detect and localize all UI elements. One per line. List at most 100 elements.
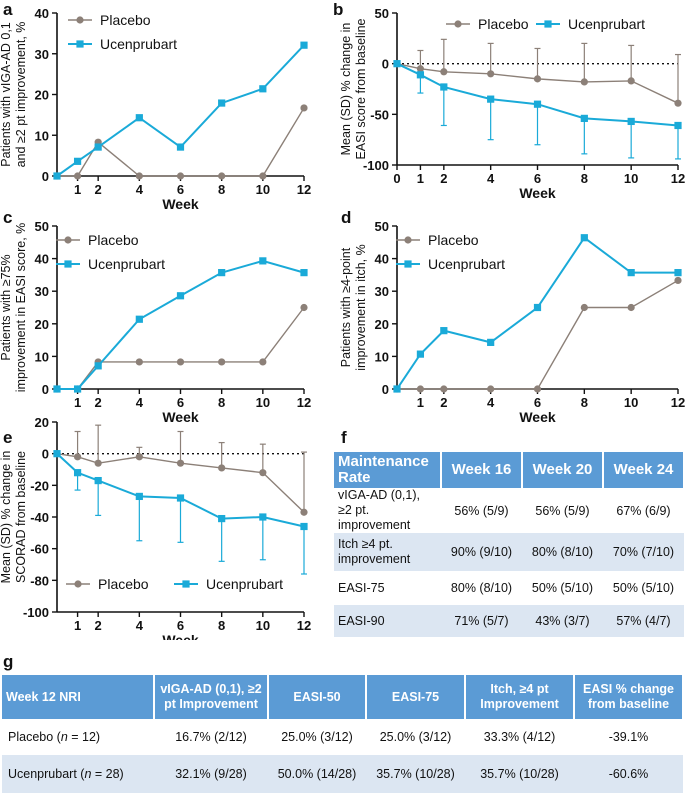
legend: Placebo Ucenprubart [56, 232, 165, 272]
x-tick-label: 2 [95, 182, 102, 197]
data-point [487, 70, 495, 78]
legend-marker [76, 16, 84, 24]
data-point [440, 327, 448, 335]
data-point [176, 143, 185, 151]
data-point [176, 358, 185, 366]
data-point [487, 385, 495, 393]
table-cell: 70% (7/10) [603, 533, 684, 571]
data-point [533, 75, 542, 83]
data-point [218, 172, 226, 180]
y-tick-label: 20 [375, 317, 389, 332]
y-tick-label: 40 [35, 6, 49, 21]
y-tick-label: 40 [375, 252, 389, 267]
panel-label-d: d [341, 208, 352, 227]
panel-label-b: b [333, 0, 344, 19]
data-point [674, 121, 682, 130]
legend: Placebo Ucenprubart [396, 232, 505, 272]
panel-label-e: e [3, 428, 13, 447]
data-point [218, 269, 226, 277]
y-tick-label: 40 [35, 252, 49, 267]
x-tick-label: 6 [534, 395, 541, 410]
y-tick-label: 30 [35, 284, 49, 299]
data-point [674, 276, 682, 285]
y-axis-label: SCORAD from baseline [14, 451, 28, 583]
row-label-suffix: = 28) [91, 766, 124, 781]
legend: Placebo Ucenprubart [446, 16, 645, 32]
data-point [674, 99, 682, 107]
data-point [73, 469, 82, 477]
table-cell: -39.1% [574, 719, 683, 755]
table-cell: 16.7% (2/12) [154, 719, 268, 755]
table-cell: 25.0% (3/12) [366, 719, 465, 755]
x-tick-label: 4 [136, 395, 144, 410]
data-point [300, 508, 308, 516]
series-ucenprubart [53, 450, 308, 575]
legend-label: Ucenprubart [100, 36, 177, 52]
y-tick-label: -20 [30, 478, 49, 493]
data-point [580, 114, 588, 122]
series-ucenprubart [53, 41, 308, 180]
data-point [259, 172, 267, 180]
data-point [259, 513, 267, 521]
data-point [53, 172, 61, 180]
y-tick-label: 0 [382, 382, 389, 397]
y-tick-label: 0 [42, 382, 49, 397]
y-tick-label: 50 [375, 219, 389, 234]
table-cell: 80% (8/10) [522, 533, 603, 571]
table-header-cell: Week 16 [441, 452, 523, 488]
x-tick-label: 6 [177, 182, 184, 197]
x-tick-label: 8 [218, 182, 225, 197]
x-tick-label: 8 [581, 395, 588, 410]
data-point [440, 68, 448, 76]
data-point [135, 358, 143, 366]
x-tick-label: 6 [534, 171, 541, 186]
data-point [627, 117, 635, 126]
series-placebo [53, 424, 308, 516]
x-tick-label: 4 [487, 171, 495, 186]
data-point [259, 358, 267, 366]
data-point [135, 453, 143, 461]
data-point [218, 514, 226, 523]
series-placebo [53, 104, 308, 180]
table-cell: 32.1% (9/28) [154, 755, 268, 793]
table-cell: 56% (5/9) [522, 488, 603, 533]
y-axis-label: Mean (SD) % change in [339, 23, 353, 156]
y-tick-label: -40 [30, 510, 49, 525]
data-point [73, 385, 82, 393]
x-tick-label: 0 [393, 171, 400, 186]
y-axis-label: and ≥2 pt improvement, % [14, 22, 28, 168]
x-tick-label: 8 [218, 395, 225, 410]
chart-c: 0 10 20 30 40 50 1 2 4 6 8 10 12 Week Patients with ≥7… [0, 219, 311, 425]
row-label-text: Placebo ( [8, 729, 61, 744]
series-placebo [393, 276, 682, 393]
table-cell: 80% (8/10) [441, 571, 522, 605]
data-point [73, 157, 82, 165]
x-tick-label: 2 [440, 395, 447, 410]
x-tick-label: 10 [256, 395, 270, 410]
table-cell: 57% (4/7) [603, 605, 684, 637]
data-point [627, 269, 635, 277]
table-cell: 67% (6/9) [603, 488, 684, 533]
data-point [135, 492, 143, 501]
y-tick-label: 0 [42, 169, 49, 184]
x-tick-label: 6 [177, 395, 184, 410]
n-symbol: n [60, 729, 68, 744]
table-cell: 90% (9/10) [441, 533, 522, 571]
x-tick-label: 4 [136, 182, 144, 197]
data-point [393, 60, 401, 68]
y-tick-label: 0 [42, 447, 49, 462]
table-row: Placebo (n = 12) 16.7% (2/12) 25.0% (3/1… [2, 719, 683, 755]
data-point [393, 385, 401, 393]
data-point [73, 453, 82, 461]
data-point [627, 303, 635, 312]
data-point [259, 85, 267, 93]
y-tick-label: 10 [375, 349, 389, 364]
table-header-cell: Itch, ≥4 pt Improvement [465, 675, 575, 719]
panel-label-g: g [3, 652, 14, 671]
y-axis-label: Patients with vIGA-AD 0,1 [0, 22, 13, 167]
data-point [176, 172, 185, 180]
table-cell: 50% (5/10) [522, 571, 603, 605]
y-tick-label: -80 [30, 573, 49, 588]
legend-marker [454, 20, 462, 28]
